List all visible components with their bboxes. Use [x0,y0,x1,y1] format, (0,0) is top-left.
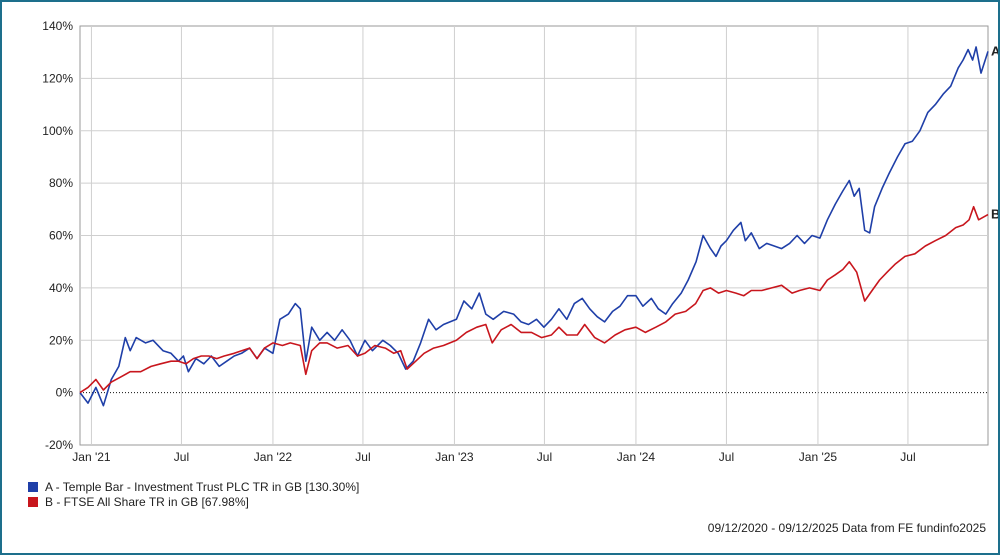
y-tick-label: 80% [49,176,73,190]
x-tick-label: Jul [900,450,915,464]
y-tick-label: 140% [42,19,73,33]
series-line-a [79,46,989,407]
legend-swatch-b [28,496,38,507]
series-end-label-a: A [991,43,998,58]
legend-swatch-a [28,481,38,492]
x-tick-label: Jul [355,450,370,464]
y-tick-label: 0% [56,386,74,400]
y-tick-label: 40% [49,281,73,295]
series-line-b [79,205,989,394]
source-note: 09/12/2020 - 09/12/2025 Data from FE fun… [707,521,986,535]
y-tick-label: 100% [42,124,73,138]
legend-item-a: A - Temple Bar - Investment Trust PLC TR… [28,479,359,494]
x-tick-label: Jan '22 [254,450,293,464]
y-tick-label: 60% [49,229,73,243]
legend: A - Temple Bar - Investment Trust PLC TR… [28,479,359,509]
line-chart: 140% 120% 100% 80% 60% 40% 20% 0% -20%Jan '21 Jul… [42,19,998,464]
x-tick-label: Jan '21 [72,450,111,464]
x-tick-label: Jan '23 [435,450,474,464]
legend-label-a: A - Temple Bar - Investment Trust PLC TR… [45,479,360,494]
x-tick-label: Jul [174,450,189,464]
y-tick-label: 20% [49,333,73,347]
series-end-label-b: B [991,207,998,222]
legend-label-b: B - FTSE All Share TR in GB [67.98%] [45,494,249,509]
y-tick-label: -20% [45,438,73,452]
x-tick-label: Jan '25 [799,450,838,464]
x-tick-label: Jul [537,450,552,464]
x-tick-label: Jul [719,450,734,464]
y-tick-label: 120% [42,71,73,85]
x-tick-label: Jan '24 [617,450,656,464]
legend-item-b: B - FTSE All Share TR in GB [67.98%] [28,494,359,509]
